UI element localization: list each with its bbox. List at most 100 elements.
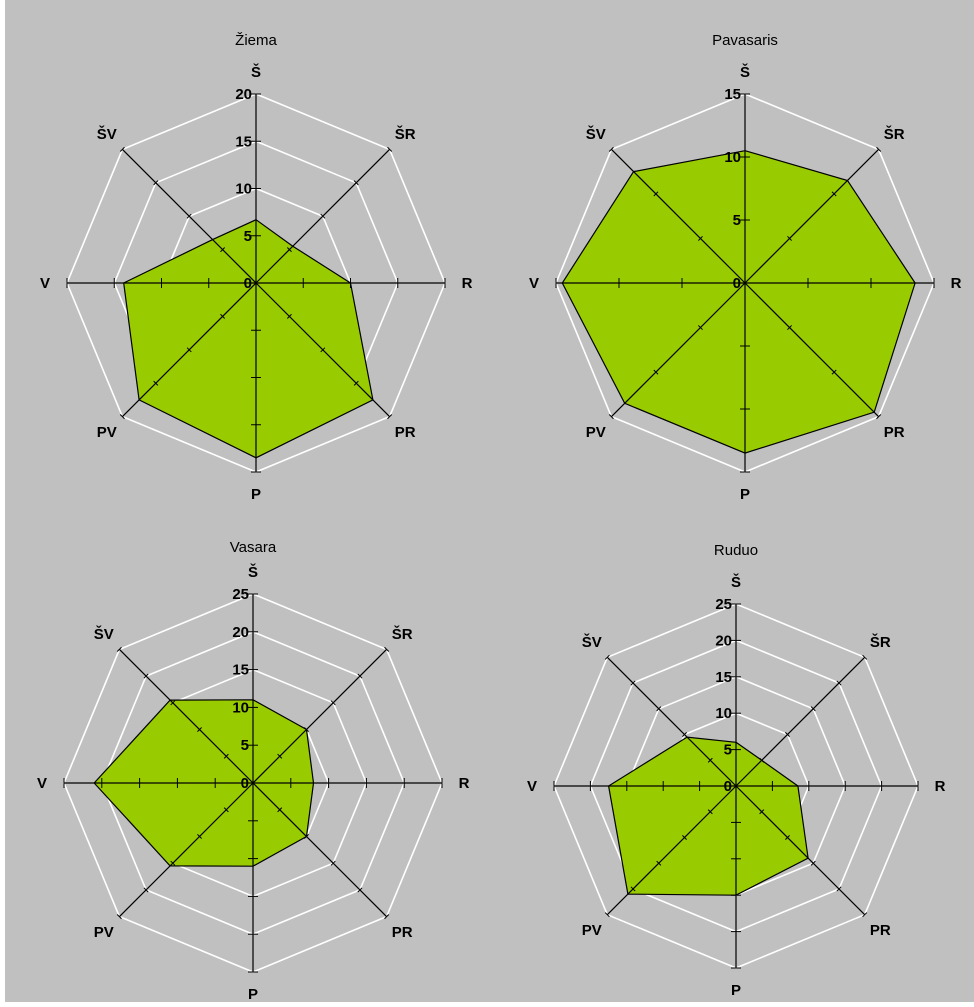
- axis-tick: [186, 213, 192, 219]
- direction-label: R: [951, 275, 962, 292]
- tick-label: 20: [232, 624, 249, 641]
- axis-tick: [787, 235, 793, 241]
- axis-tick: [707, 809, 713, 815]
- direction-label: V: [37, 775, 47, 792]
- axis-tick: [277, 807, 283, 813]
- direction-label: P: [731, 982, 741, 999]
- axis-tick: [604, 654, 610, 660]
- axis-line: [118, 782, 254, 918]
- axis-tick: [197, 727, 203, 733]
- axis-tick: [170, 700, 176, 706]
- axis-tick: [223, 807, 229, 813]
- chart-title: Vasara: [230, 539, 277, 556]
- axis-tick: [630, 886, 636, 892]
- tick-label: 0: [724, 778, 732, 795]
- data-area: [561, 150, 916, 454]
- chart-title: Žiema: [235, 32, 277, 49]
- axis-tick: [286, 247, 292, 253]
- direction-label: R: [459, 775, 470, 792]
- tick-label: 5: [244, 228, 252, 245]
- axis-tick: [787, 325, 793, 331]
- axis-tick: [810, 706, 816, 712]
- direction-label: PV: [582, 922, 602, 939]
- direction-label: P: [740, 486, 750, 503]
- axis-tick: [384, 914, 390, 920]
- axis-tick: [630, 680, 636, 686]
- axis-line: [735, 785, 866, 916]
- axis-tick: [384, 646, 390, 652]
- axis-tick: [682, 835, 687, 840]
- direction-label: ŠV: [586, 125, 606, 143]
- tick-label: 10: [724, 149, 741, 166]
- axis-tick: [608, 146, 614, 152]
- axis-tick: [303, 833, 309, 839]
- axis-tick: [116, 914, 122, 920]
- axis-line: [735, 656, 866, 787]
- direction-label: V: [527, 778, 537, 795]
- direction-label: PV: [97, 424, 117, 441]
- tick-label: 0: [241, 775, 249, 792]
- radar-chart-4: 0 5 10 15 20 25 Š ŠR R PR P PV V ŠV Ruduo: [527, 542, 946, 999]
- axis-tick: [353, 380, 359, 386]
- axis-line: [606, 785, 737, 916]
- axis-tick: [286, 313, 292, 319]
- tick-label: 0: [244, 275, 252, 292]
- direction-label: PR: [884, 424, 905, 441]
- direction-label: PR: [395, 424, 416, 441]
- axis-line: [744, 148, 880, 284]
- chart-title: Ruduo: [714, 542, 758, 559]
- tick-label: 5: [241, 737, 249, 754]
- tick-label: 5: [733, 212, 741, 229]
- direction-label: ŠV: [94, 625, 114, 643]
- axis-tick: [353, 180, 359, 186]
- tick-label: 20: [715, 632, 732, 649]
- axis-tick: [220, 313, 226, 319]
- axis-tick: [831, 191, 837, 197]
- axis-tick: [697, 235, 703, 241]
- tick-label: 0: [733, 275, 741, 292]
- tick-label: 10: [715, 705, 732, 722]
- axis-tick: [143, 673, 149, 679]
- direction-label: ŠR: [884, 125, 905, 143]
- axis-tick: [759, 809, 765, 815]
- direction-label: Š: [740, 63, 750, 81]
- axis-tick: [653, 369, 659, 375]
- axis-tick: [656, 860, 662, 866]
- tick-label: 25: [232, 586, 249, 603]
- direction-label: P: [248, 986, 258, 1002]
- axis-tick: [153, 180, 159, 186]
- direction-label: R: [935, 778, 946, 795]
- axis-tick: [608, 414, 614, 420]
- tick-label: 10: [232, 699, 249, 716]
- axis-tick: [303, 727, 309, 733]
- axis-tick: [836, 886, 842, 892]
- radar-chart-1: 0 5 10 15 20 Š ŠR R PR P PV V ŠV Žiema: [40, 32, 473, 503]
- tick-label: 15: [724, 86, 741, 103]
- chart-title: Pavasaris: [712, 32, 778, 49]
- direction-label: Š: [251, 63, 261, 81]
- axis-line: [610, 148, 746, 284]
- axis-tick: [836, 680, 842, 686]
- axis-tick: [357, 887, 363, 893]
- axis-tick: [656, 706, 662, 712]
- direction-label: Š: [731, 573, 741, 591]
- tick-label: 15: [235, 133, 252, 150]
- axis-tick: [831, 369, 837, 375]
- axis-tick: [116, 646, 122, 652]
- direction-label: PV: [586, 424, 606, 441]
- direction-label: ŠR: [392, 625, 413, 643]
- data-area: [607, 736, 809, 896]
- axis-tick: [153, 380, 159, 386]
- axis-tick: [785, 835, 790, 840]
- tick-label: 15: [715, 669, 732, 686]
- direction-label: P: [251, 486, 261, 503]
- axis-line: [610, 282, 746, 418]
- axis-tick: [357, 673, 363, 679]
- axis-line: [118, 648, 254, 784]
- radar-chart-3: 0 5 10 15 20 25 Š ŠR R PR P PV V ŠV Vasara: [37, 539, 470, 1002]
- axis-tick: [320, 347, 326, 353]
- axis-tick: [119, 414, 125, 420]
- axis-tick: [119, 146, 125, 152]
- tick-label: 10: [235, 181, 252, 198]
